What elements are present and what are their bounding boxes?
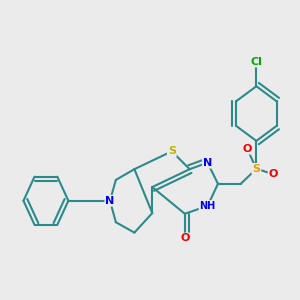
Text: O: O xyxy=(180,233,190,244)
Text: S: S xyxy=(168,146,176,156)
Text: S: S xyxy=(252,164,260,174)
Text: NH: NH xyxy=(200,201,216,211)
Text: O: O xyxy=(268,169,278,179)
Text: O: O xyxy=(243,144,252,154)
Text: Cl: Cl xyxy=(250,56,262,67)
Text: N: N xyxy=(105,196,115,206)
Text: N: N xyxy=(203,158,212,168)
